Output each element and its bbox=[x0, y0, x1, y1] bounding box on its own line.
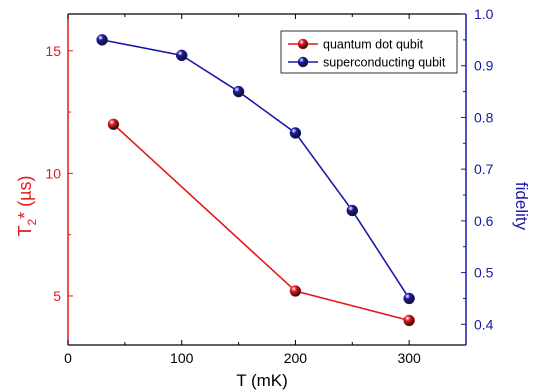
left-y-tick-label: 10 bbox=[45, 165, 61, 181]
right-y-tick-label: 0.6 bbox=[474, 213, 494, 229]
plot-frame bbox=[67, 13, 467, 346]
left-y-axis: 5 10 15 bbox=[45, 43, 73, 304]
series-line-0 bbox=[112, 123, 410, 322]
data-point bbox=[289, 127, 302, 139]
left-y-axis-label-subscript: 2 bbox=[25, 219, 39, 226]
left-y-tick-label: 5 bbox=[53, 288, 61, 304]
right-y-tick-label: 0.7 bbox=[474, 161, 494, 177]
right-y-axis: 0.4 0.5 0.6 0.7 0.8 0.9 1.0 bbox=[461, 6, 494, 332]
legend-marker-1 bbox=[297, 56, 309, 68]
series-layer bbox=[96, 34, 415, 327]
legend-label-0: quantum dot qubit bbox=[323, 38, 424, 52]
left-y-axis-label-rest: * (µs) bbox=[15, 175, 35, 218]
right-y-tick-label: 0.5 bbox=[474, 265, 494, 281]
data-point bbox=[96, 34, 108, 46]
right-y-tick-label: 1.0 bbox=[474, 6, 494, 22]
data-point bbox=[175, 49, 188, 62]
right-y-tick-label: 0.9 bbox=[474, 58, 494, 74]
left-y-tick-label: 15 bbox=[45, 43, 61, 59]
legend-label-1: superconducting qubit bbox=[323, 56, 446, 70]
data-point bbox=[232, 85, 245, 98]
left-y-axis-label: T2* (µs) bbox=[15, 175, 39, 236]
data-point bbox=[403, 292, 415, 305]
data-point bbox=[346, 204, 359, 217]
legend-box bbox=[280, 30, 458, 74]
right-y-tick-label: 0.8 bbox=[474, 109, 494, 125]
right-y-tick-label: 0.4 bbox=[474, 316, 494, 332]
x-tick-label: 200 bbox=[284, 350, 308, 366]
x-axis: 0 100 200 300 bbox=[64, 14, 421, 366]
x-tick-label: 100 bbox=[170, 350, 194, 366]
data-point bbox=[107, 118, 120, 131]
x-tick-label: 0 bbox=[64, 350, 72, 366]
x-tick-label: 300 bbox=[397, 350, 421, 366]
series-line-1 bbox=[101, 39, 410, 299]
legend-marker-0 bbox=[297, 38, 309, 50]
data-point bbox=[403, 314, 415, 327]
right-y-axis-label: fidelity bbox=[512, 182, 531, 231]
legend: quantum dot qubit superconducting qubit bbox=[280, 30, 458, 74]
data-point bbox=[289, 285, 302, 297]
left-y-axis-label-main: T bbox=[15, 226, 35, 237]
x-axis-label: T (mK) bbox=[236, 371, 288, 390]
